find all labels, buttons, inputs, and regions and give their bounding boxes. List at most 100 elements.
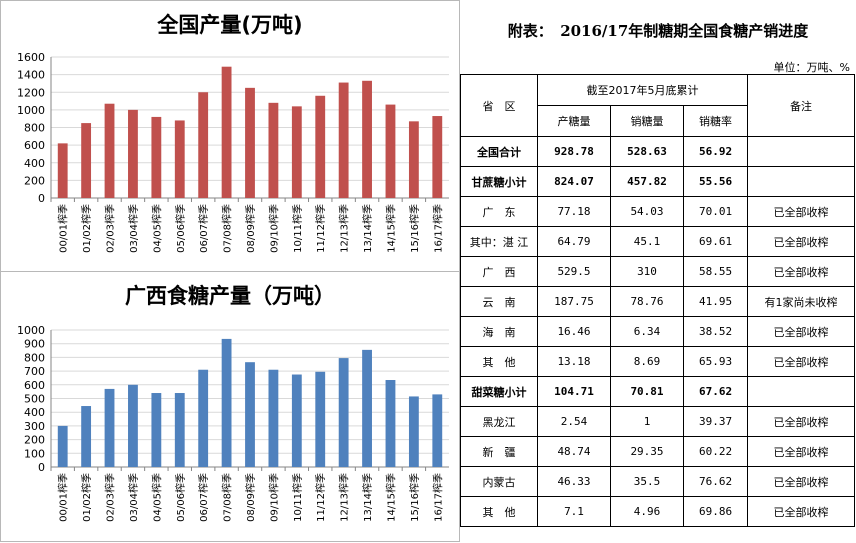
- bar: [432, 116, 443, 198]
- region-cell: 新 疆: [460, 436, 538, 467]
- bar: [151, 116, 162, 198]
- header-production: 产糖量: [537, 105, 611, 137]
- production-cell: 104.71: [537, 376, 611, 407]
- bar: [104, 103, 115, 198]
- bar: [291, 374, 302, 467]
- remark-cell: [747, 136, 856, 167]
- y-tick-label: 0: [38, 192, 45, 205]
- sales-rate-cell: 41.95: [682, 286, 749, 317]
- unit-label: 单位：万吨、%: [773, 61, 850, 74]
- region-cell: 广 东: [460, 196, 538, 227]
- national-production-plot: 0 200 400 600 800 1000 1200 1400 1600 00/01榨季 01/0…: [17, 51, 449, 253]
- sales-cell: 78.76: [610, 286, 684, 317]
- header-region: 省 区: [460, 74, 538, 137]
- y-tick-label: 400: [24, 157, 45, 170]
- bar: [338, 358, 349, 467]
- bar: [174, 120, 185, 198]
- x-tick-label: 16/17榨季: [431, 204, 444, 253]
- remark-cell: 已全部收榨: [747, 256, 856, 287]
- header-sales: 销糖量: [610, 105, 684, 137]
- guangxi-production-chart: 广西食糖产量（万吨） 0 100 200 300 400 500 600 700 800 900 1…: [0, 271, 460, 542]
- x-tick-label: 07/08榨季: [221, 473, 234, 522]
- production-cell: 824.07: [537, 166, 611, 197]
- table-title: 附表： 2016/17年制糖期全国食糖产销进度: [507, 22, 809, 40]
- header-group: 截至2017年5月底累计: [536, 74, 749, 106]
- sales-cell: 8.69: [610, 346, 684, 377]
- production-cell: 2.54: [537, 406, 611, 437]
- sales-rate-cell: 60.22: [682, 436, 749, 467]
- region-cell: 其 他: [460, 346, 538, 377]
- production-cell: 13.18: [537, 346, 611, 377]
- x-tick-label: 09/10榨季: [267, 204, 280, 253]
- x-tick-label: 08/09榨季: [244, 204, 257, 253]
- x-tick-label: 15/16榨季: [408, 473, 421, 522]
- chart-title: 广西食糖产量（万吨）: [125, 284, 335, 308]
- bar: [57, 425, 68, 467]
- x-tick-label: 09/10榨季: [267, 473, 280, 522]
- table-row: 其中：湛 江 64.79 45.1 69.61 已全部收榨: [460, 226, 856, 257]
- y-tick-label: 100: [24, 447, 45, 460]
- bar: [221, 338, 232, 467]
- table-row: 新 疆 48.74 29.35 60.22 已全部收榨: [460, 436, 856, 467]
- y-tick-label: 1600: [17, 51, 45, 64]
- sales-rate-cell: 70.01: [682, 196, 749, 227]
- sales-cell: 45.1: [610, 226, 684, 257]
- y-tick-label: 1000: [17, 324, 45, 337]
- region-cell: 云 南: [460, 286, 538, 317]
- bar: [198, 369, 209, 467]
- production-cell: 16.46: [537, 316, 611, 347]
- remark-cell: 已全部收榨: [747, 436, 856, 467]
- x-tick-label: 03/04榨季: [127, 204, 140, 253]
- x-tick-label: 06/07榨季: [197, 473, 210, 522]
- x-tick-label: 00/01榨季: [57, 204, 70, 253]
- sales-rate-cell: 65.93: [682, 346, 749, 377]
- sugar-progress-table-panel: 附表： 2016/17年制糖期全国食糖产销进度 单位：万吨、% 省 区 截至20…: [460, 0, 856, 542]
- bar: [385, 104, 396, 198]
- sales-cell: 4.96: [610, 496, 684, 527]
- table-header-row: 省 区 截至2017年5月底累计 备注: [460, 74, 856, 137]
- remark-cell: [747, 376, 856, 407]
- bar: [315, 95, 326, 198]
- table-row: 全国合计 928.78 528.63 56.92: [460, 136, 856, 167]
- sales-cell: 6.34: [610, 316, 684, 347]
- remark-cell: 有1家尚未收榨: [747, 286, 856, 317]
- production-cell: 928.78: [537, 136, 611, 167]
- x-tick-label: 01/02榨季: [80, 473, 93, 522]
- remark-cell: 已全部收榨: [747, 496, 856, 527]
- sales-cell: 310: [610, 256, 684, 287]
- y-tick-label: 900: [24, 338, 45, 351]
- x-tick-label: 04/05榨季: [150, 204, 163, 253]
- remark-cell: 已全部收榨: [747, 466, 856, 497]
- x-tick-label: 05/06榨季: [174, 473, 187, 522]
- bar: [245, 362, 255, 467]
- y-tick-label: 800: [24, 351, 45, 364]
- table-row: 广 东 77.18 54.03 70.01 已全部收榨: [460, 196, 856, 227]
- y-tick-label: 300: [24, 420, 45, 433]
- table-row: 内蒙古 46.33 35.5 76.62 已全部收榨: [460, 466, 856, 497]
- bar: [268, 102, 279, 198]
- y-tick-label: 1400: [17, 69, 45, 82]
- x-tick-label: 08/09榨季: [244, 473, 257, 522]
- bar: [362, 80, 372, 198]
- sales-rate-cell: 76.62: [682, 466, 749, 497]
- production-cell: 7.1: [537, 496, 611, 527]
- y-tick-label: 800: [24, 122, 45, 135]
- bar: [291, 106, 302, 198]
- y-tick-label: 1000: [17, 104, 45, 117]
- chart-title: 全国产量(万吨): [157, 13, 303, 37]
- table-row: 黑龙江 2.54 1 39.37 已全部收榨: [460, 406, 856, 437]
- bar: [221, 66, 232, 198]
- sales-rate-cell: 38.52: [682, 316, 749, 347]
- y-tick-label: 600: [24, 139, 45, 152]
- x-tick-label: 13/14榨季: [361, 204, 374, 253]
- bar: [128, 109, 138, 198]
- x-tick-label: 11/12榨季: [314, 473, 327, 522]
- bar: [81, 406, 92, 467]
- x-tick-label: 11/12榨季: [314, 204, 327, 253]
- production-cell: 64.79: [537, 226, 611, 257]
- region-cell: 内蒙古: [460, 466, 538, 497]
- region-cell: 海 南: [460, 316, 538, 347]
- bar: [338, 82, 349, 198]
- x-tick-label: 14/15榨季: [384, 204, 397, 253]
- x-tick-label: 05/06榨季: [174, 204, 187, 253]
